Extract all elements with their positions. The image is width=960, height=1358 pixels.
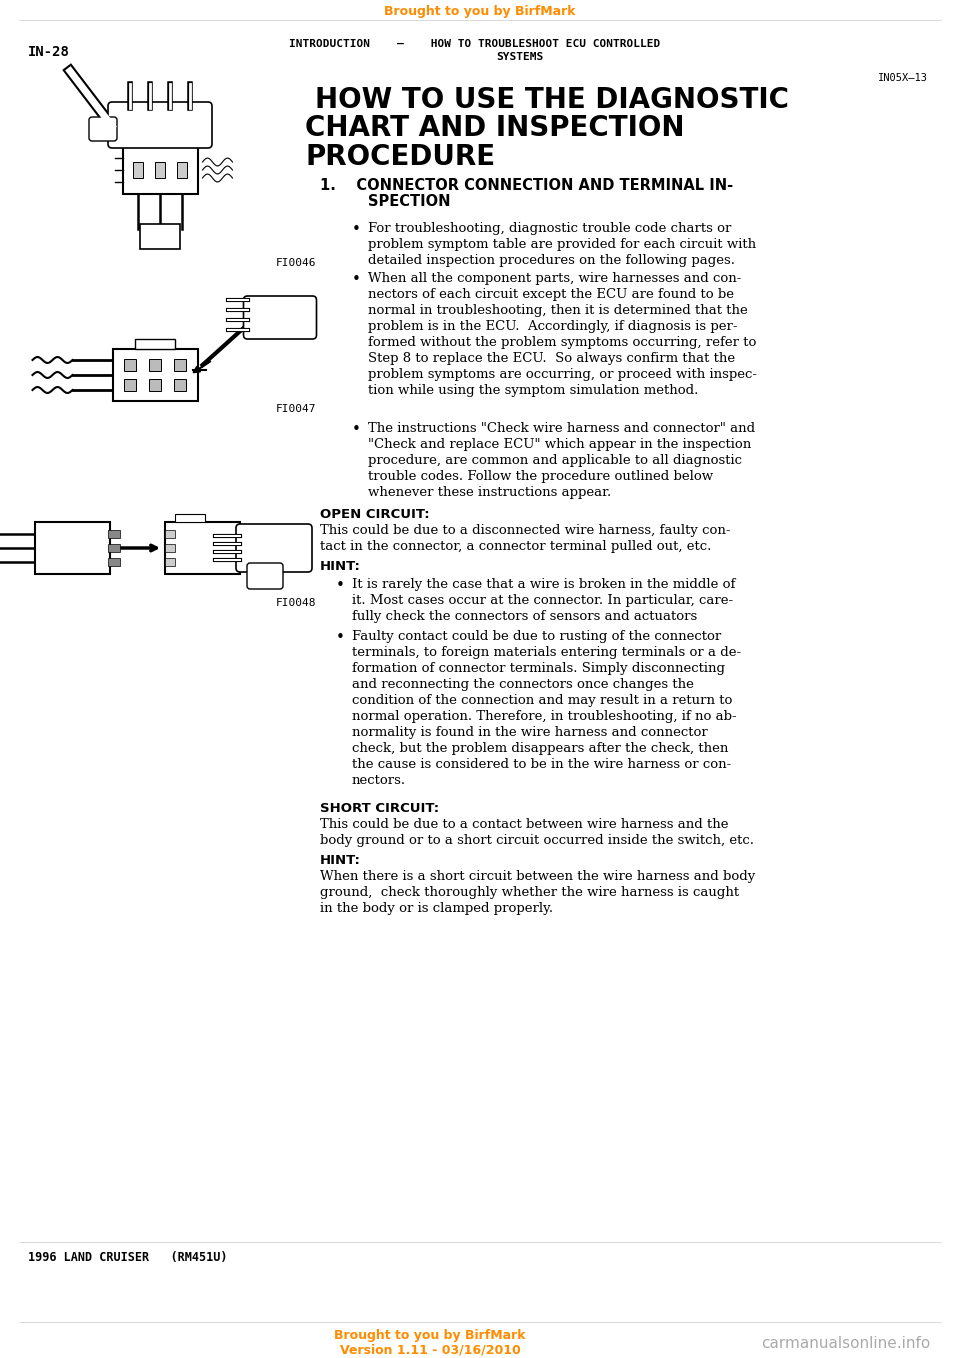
Text: Faulty contact could be due to rusting of the connector: Faulty contact could be due to rusting o… xyxy=(352,630,721,642)
Text: For troubleshooting, diagnostic trouble code charts or: For troubleshooting, diagnostic trouble … xyxy=(368,221,732,235)
Text: problem is in the ECU.  Accordingly, if diagnosis is per-: problem is in the ECU. Accordingly, if d… xyxy=(368,320,737,333)
Bar xyxy=(174,359,186,371)
FancyBboxPatch shape xyxy=(108,102,212,148)
Text: HINT:: HINT: xyxy=(320,854,361,866)
Text: SHORT CIRCUIT:: SHORT CIRCUIT: xyxy=(320,803,439,815)
Bar xyxy=(174,379,186,391)
Text: It is rarely the case that a wire is broken in the middle of: It is rarely the case that a wire is bro… xyxy=(352,579,735,591)
Text: nectors of each circuit except the ECU are found to be: nectors of each circuit except the ECU a… xyxy=(368,288,734,301)
Bar xyxy=(149,379,161,391)
Text: Version 1.11 - 03/16/2010: Version 1.11 - 03/16/2010 xyxy=(340,1343,520,1357)
Bar xyxy=(165,530,175,538)
Text: it. Most cases occur at the connector. In particular, care-: it. Most cases occur at the connector. I… xyxy=(352,593,733,607)
Text: 1996 LAND CRUISER   (RM451U): 1996 LAND CRUISER (RM451U) xyxy=(28,1252,228,1264)
Text: the cause is considered to be in the wire harness or con-: the cause is considered to be in the wir… xyxy=(352,758,732,771)
Text: FI0046: FI0046 xyxy=(276,258,317,268)
Bar xyxy=(165,545,175,551)
Text: •: • xyxy=(336,579,345,593)
Bar xyxy=(133,162,143,178)
Text: problem symptoms are occurring, or proceed with inspec-: problem symptoms are occurring, or proce… xyxy=(368,368,757,382)
Text: check, but the problem disappears after the check, then: check, but the problem disappears after … xyxy=(352,741,729,755)
Bar xyxy=(108,558,120,566)
Bar xyxy=(123,147,198,194)
Text: PROCEDURE: PROCEDURE xyxy=(305,143,495,171)
Bar xyxy=(175,513,205,521)
Text: terminals, to foreign materials entering terminals or a de-: terminals, to foreign materials entering… xyxy=(352,646,741,659)
Bar xyxy=(155,162,165,178)
Text: body ground or to a short circuit occurred inside the switch, etc.: body ground or to a short circuit occurr… xyxy=(320,834,754,847)
Text: SYSTEMS: SYSTEMS xyxy=(496,52,543,62)
Text: whenever these instructions appear.: whenever these instructions appear. xyxy=(368,486,612,498)
Text: in the body or is clamped properly.: in the body or is clamped properly. xyxy=(320,902,553,915)
Text: •: • xyxy=(352,221,361,238)
Text: The instructions "Check wire harness and connector" and: The instructions "Check wire harness and… xyxy=(368,422,756,435)
Bar xyxy=(165,558,175,566)
Text: normal in troubleshooting, then it is determined that the: normal in troubleshooting, then it is de… xyxy=(368,304,748,316)
Text: detailed inspection procedures on the following pages.: detailed inspection procedures on the fo… xyxy=(368,254,735,268)
Text: CHART AND INSPECTION: CHART AND INSPECTION xyxy=(305,114,684,143)
Text: formation of connector terminals. Simply disconnecting: formation of connector terminals. Simply… xyxy=(352,661,725,675)
Text: normality is found in the wire harness and connector: normality is found in the wire harness a… xyxy=(352,727,708,739)
Text: SPECTION: SPECTION xyxy=(368,194,450,209)
Text: fully check the connectors of sensors and actuators: fully check the connectors of sensors an… xyxy=(352,610,697,623)
Text: Step 8 to replace the ECU.  So always confirm that the: Step 8 to replace the ECU. So always con… xyxy=(368,352,735,365)
Text: •: • xyxy=(336,630,345,645)
Text: •: • xyxy=(352,272,361,287)
Text: •: • xyxy=(352,422,361,437)
Text: trouble codes. Follow the procedure outlined below: trouble codes. Follow the procedure outl… xyxy=(368,470,713,483)
Text: Brought to you by BirfMark: Brought to you by BirfMark xyxy=(334,1329,526,1343)
Text: tion while using the symptom simulation method.: tion while using the symptom simulation … xyxy=(368,384,698,397)
Text: "Check and replace ECU" which appear in the inspection: "Check and replace ECU" which appear in … xyxy=(368,439,752,451)
Bar xyxy=(124,379,136,391)
FancyBboxPatch shape xyxy=(89,117,117,141)
Text: ground,  check thoroughly whether the wire harness is caught: ground, check thoroughly whether the wir… xyxy=(320,885,739,899)
Text: IN-28: IN-28 xyxy=(28,45,70,58)
Bar xyxy=(108,530,120,538)
Text: HOW TO USE THE DIAGNOSTIC: HOW TO USE THE DIAGNOSTIC xyxy=(315,86,789,114)
Text: This could be due to a disconnected wire harness, faulty con-: This could be due to a disconnected wire… xyxy=(320,524,731,536)
Bar xyxy=(124,359,136,371)
Bar xyxy=(149,359,161,371)
Text: When there is a short circuit between the wire harness and body: When there is a short circuit between th… xyxy=(320,870,756,883)
Text: condition of the connection and may result in a return to: condition of the connection and may resu… xyxy=(352,694,732,708)
Text: nectors.: nectors. xyxy=(352,774,406,788)
Text: 1.    CONNECTOR CONNECTION AND TERMINAL IN-: 1. CONNECTOR CONNECTION AND TERMINAL IN- xyxy=(320,178,733,193)
Text: FI0047: FI0047 xyxy=(276,403,317,414)
Bar xyxy=(140,224,180,249)
Bar xyxy=(165,521,240,574)
Text: Brought to you by BirfMark: Brought to you by BirfMark xyxy=(384,5,576,19)
Bar xyxy=(135,340,175,349)
Bar xyxy=(177,162,187,178)
Text: tact in the connector, a connector terminal pulled out, etc.: tact in the connector, a connector termi… xyxy=(320,540,711,553)
Text: IN05X–13: IN05X–13 xyxy=(878,73,928,83)
Text: normal operation. Therefore, in troubleshooting, if no ab-: normal operation. Therefore, in troubles… xyxy=(352,710,736,722)
Text: problem symptom table are provided for each circuit with: problem symptom table are provided for e… xyxy=(368,238,756,251)
Text: INTRODUCTION    –    HOW TO TROUBLESHOOT ECU CONTROLLED: INTRODUCTION – HOW TO TROUBLESHOOT ECU C… xyxy=(289,39,660,49)
Text: FI0048: FI0048 xyxy=(276,598,317,608)
FancyBboxPatch shape xyxy=(247,564,283,589)
FancyBboxPatch shape xyxy=(244,296,317,340)
Text: carmanualsonline.info: carmanualsonline.info xyxy=(760,1335,930,1350)
Bar xyxy=(35,521,110,574)
Text: HINT:: HINT: xyxy=(320,559,361,573)
FancyBboxPatch shape xyxy=(236,524,312,572)
Text: When all the component parts, wire harnesses and con-: When all the component parts, wire harne… xyxy=(368,272,741,285)
Text: formed without the problem symptoms occurring, refer to: formed without the problem symptoms occu… xyxy=(368,335,756,349)
Bar xyxy=(108,545,120,551)
Text: This could be due to a contact between wire harness and the: This could be due to a contact between w… xyxy=(320,818,729,831)
Text: procedure, are common and applicable to all diagnostic: procedure, are common and applicable to … xyxy=(368,454,742,467)
Text: and reconnecting the connectors once changes the: and reconnecting the connectors once cha… xyxy=(352,678,694,691)
Text: OPEN CIRCUIT:: OPEN CIRCUIT: xyxy=(320,508,430,521)
Bar xyxy=(112,349,198,401)
